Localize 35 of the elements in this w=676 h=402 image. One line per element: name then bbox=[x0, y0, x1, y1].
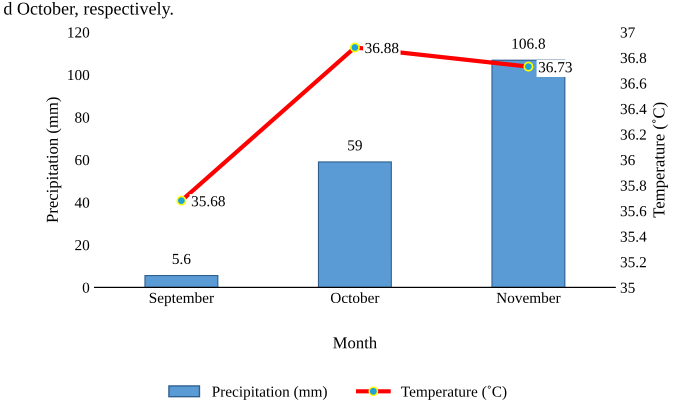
x-tick-label: November bbox=[496, 292, 561, 304]
y2-tick-label: 35.2 bbox=[620, 257, 646, 268]
bar bbox=[318, 161, 392, 288]
y-axis-title: Precipitation (mm) bbox=[46, 97, 62, 222]
y-tick-label: 120 bbox=[68, 27, 90, 38]
y2-tick-label: 36 bbox=[620, 154, 635, 166]
y-tick-label: 80 bbox=[75, 112, 90, 123]
y-tick-label: 0 bbox=[82, 282, 90, 293]
bar bbox=[144, 274, 218, 288]
data-label: 36.73 bbox=[538, 62, 572, 72]
y-tick-label: 60 bbox=[75, 154, 90, 166]
y2-tick-label: 36.6 bbox=[620, 78, 646, 89]
y-tick-label: 20 bbox=[75, 240, 90, 250]
data-label: 5.6 bbox=[172, 254, 190, 264]
y-tick-label: 100 bbox=[68, 70, 90, 80]
y2-tick-label: 35 bbox=[620, 282, 635, 293]
y-tick-label: 40 bbox=[74, 197, 90, 208]
text: d October, respectively. bbox=[4, 2, 173, 18]
y2-tick-label: 37 bbox=[620, 27, 635, 38]
data-label: 35.68 bbox=[192, 196, 225, 206]
legend-label: Precipitation (mm) bbox=[212, 386, 327, 400]
legend-label: Temperature (˚C) bbox=[401, 386, 506, 400]
y2-tick-label: 36.8 bbox=[620, 52, 646, 64]
y2-tick-label: 36.2 bbox=[620, 129, 646, 140]
y2-tick-label: 36.4 bbox=[620, 104, 647, 114]
x-axis-title: Month bbox=[333, 336, 377, 348]
x-tick-label: October bbox=[330, 292, 380, 304]
y2-tick-label: 35.6 bbox=[620, 206, 646, 216]
data-label: 59 bbox=[348, 140, 362, 150]
data-label: 106.8 bbox=[512, 38, 546, 49]
x-tick-label: September bbox=[150, 292, 214, 306]
y2-axis-title: Temperature (˚C) bbox=[652, 102, 668, 218]
y2-tick-label: 35.4 bbox=[620, 232, 647, 242]
data-label: 36.88 bbox=[365, 42, 398, 54]
y2-tick-label: 35.8 bbox=[620, 180, 646, 191]
